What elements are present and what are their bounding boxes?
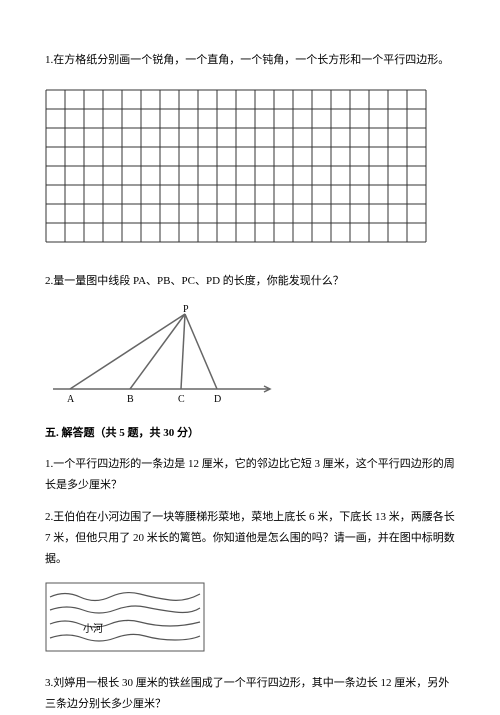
problem-5-1-number: 1. [45, 458, 53, 470]
problem-1-text: 在方格纸分别画一个锐角，一个直角，一个钝角，一个长方形和一个平行四边形。 [53, 54, 449, 66]
problem-5-3-text: 刘婷用一根长 30 厘米的铁丝围成了一个平行四边形，其中一条边长 12 厘米，另… [45, 677, 449, 710]
triangle-svg: P A B C D [45, 304, 275, 404]
problem-5-2-text: 王伯伯在小河边围了一块等腰梯形菜地，菜地上底长 6 米，下底长 13 米，两腰各… [45, 511, 455, 565]
section-5-header: 五. 解答题（共 5 题，共 30 分） [45, 423, 455, 444]
problem-5-1-text: 一个平行四边形的一条边是 12 厘米，它的邻边比它短 3 厘米，这个平行四边形的… [45, 458, 455, 491]
problem-5-3: 3.刘婷用一根长 30 厘米的铁丝围成了一个平行四边形，其中一条边长 12 厘米… [45, 673, 455, 715]
river-figure: 小河 [45, 582, 455, 657]
svg-text:C: C [178, 394, 185, 404]
section-5-title: 五. 解答题（共 5 题，共 30 分） [45, 427, 199, 439]
problem-1: 1.在方格纸分别画一个锐角，一个直角，一个钝角，一个长方形和一个平行四边形。 [45, 50, 455, 71]
grid-figure [45, 89, 455, 243]
svg-text:P: P [183, 304, 189, 315]
svg-text:D: D [214, 394, 221, 404]
problem-5-2-number: 2. [45, 511, 53, 523]
problem-5-2: 2.王伯伯在小河边围了一块等腰梯形菜地，菜地上底长 6 米，下底长 13 米，两… [45, 507, 455, 570]
svg-text:A: A [67, 394, 75, 404]
river-svg: 小河 [45, 582, 205, 652]
svg-text:B: B [127, 394, 134, 404]
svg-text:小河: 小河 [83, 623, 103, 635]
problem-2-text: 量一量图中线段 PA、PB、PC、PD 的长度，你能发现什么？ [53, 275, 344, 287]
problem-1-number: 1. [45, 54, 53, 66]
problem-5-1: 1.一个平行四边形的一条边是 12 厘米，它的邻边比它短 3 厘米，这个平行四边… [45, 454, 455, 496]
grid-svg [45, 89, 427, 243]
problem-2: 2.量一量图中线段 PA、PB、PC、PD 的长度，你能发现什么？ [45, 271, 455, 292]
triangle-figure: P A B C D [45, 304, 455, 409]
problem-5-3-number: 3. [45, 677, 53, 689]
problem-2-number: 2. [45, 275, 53, 287]
